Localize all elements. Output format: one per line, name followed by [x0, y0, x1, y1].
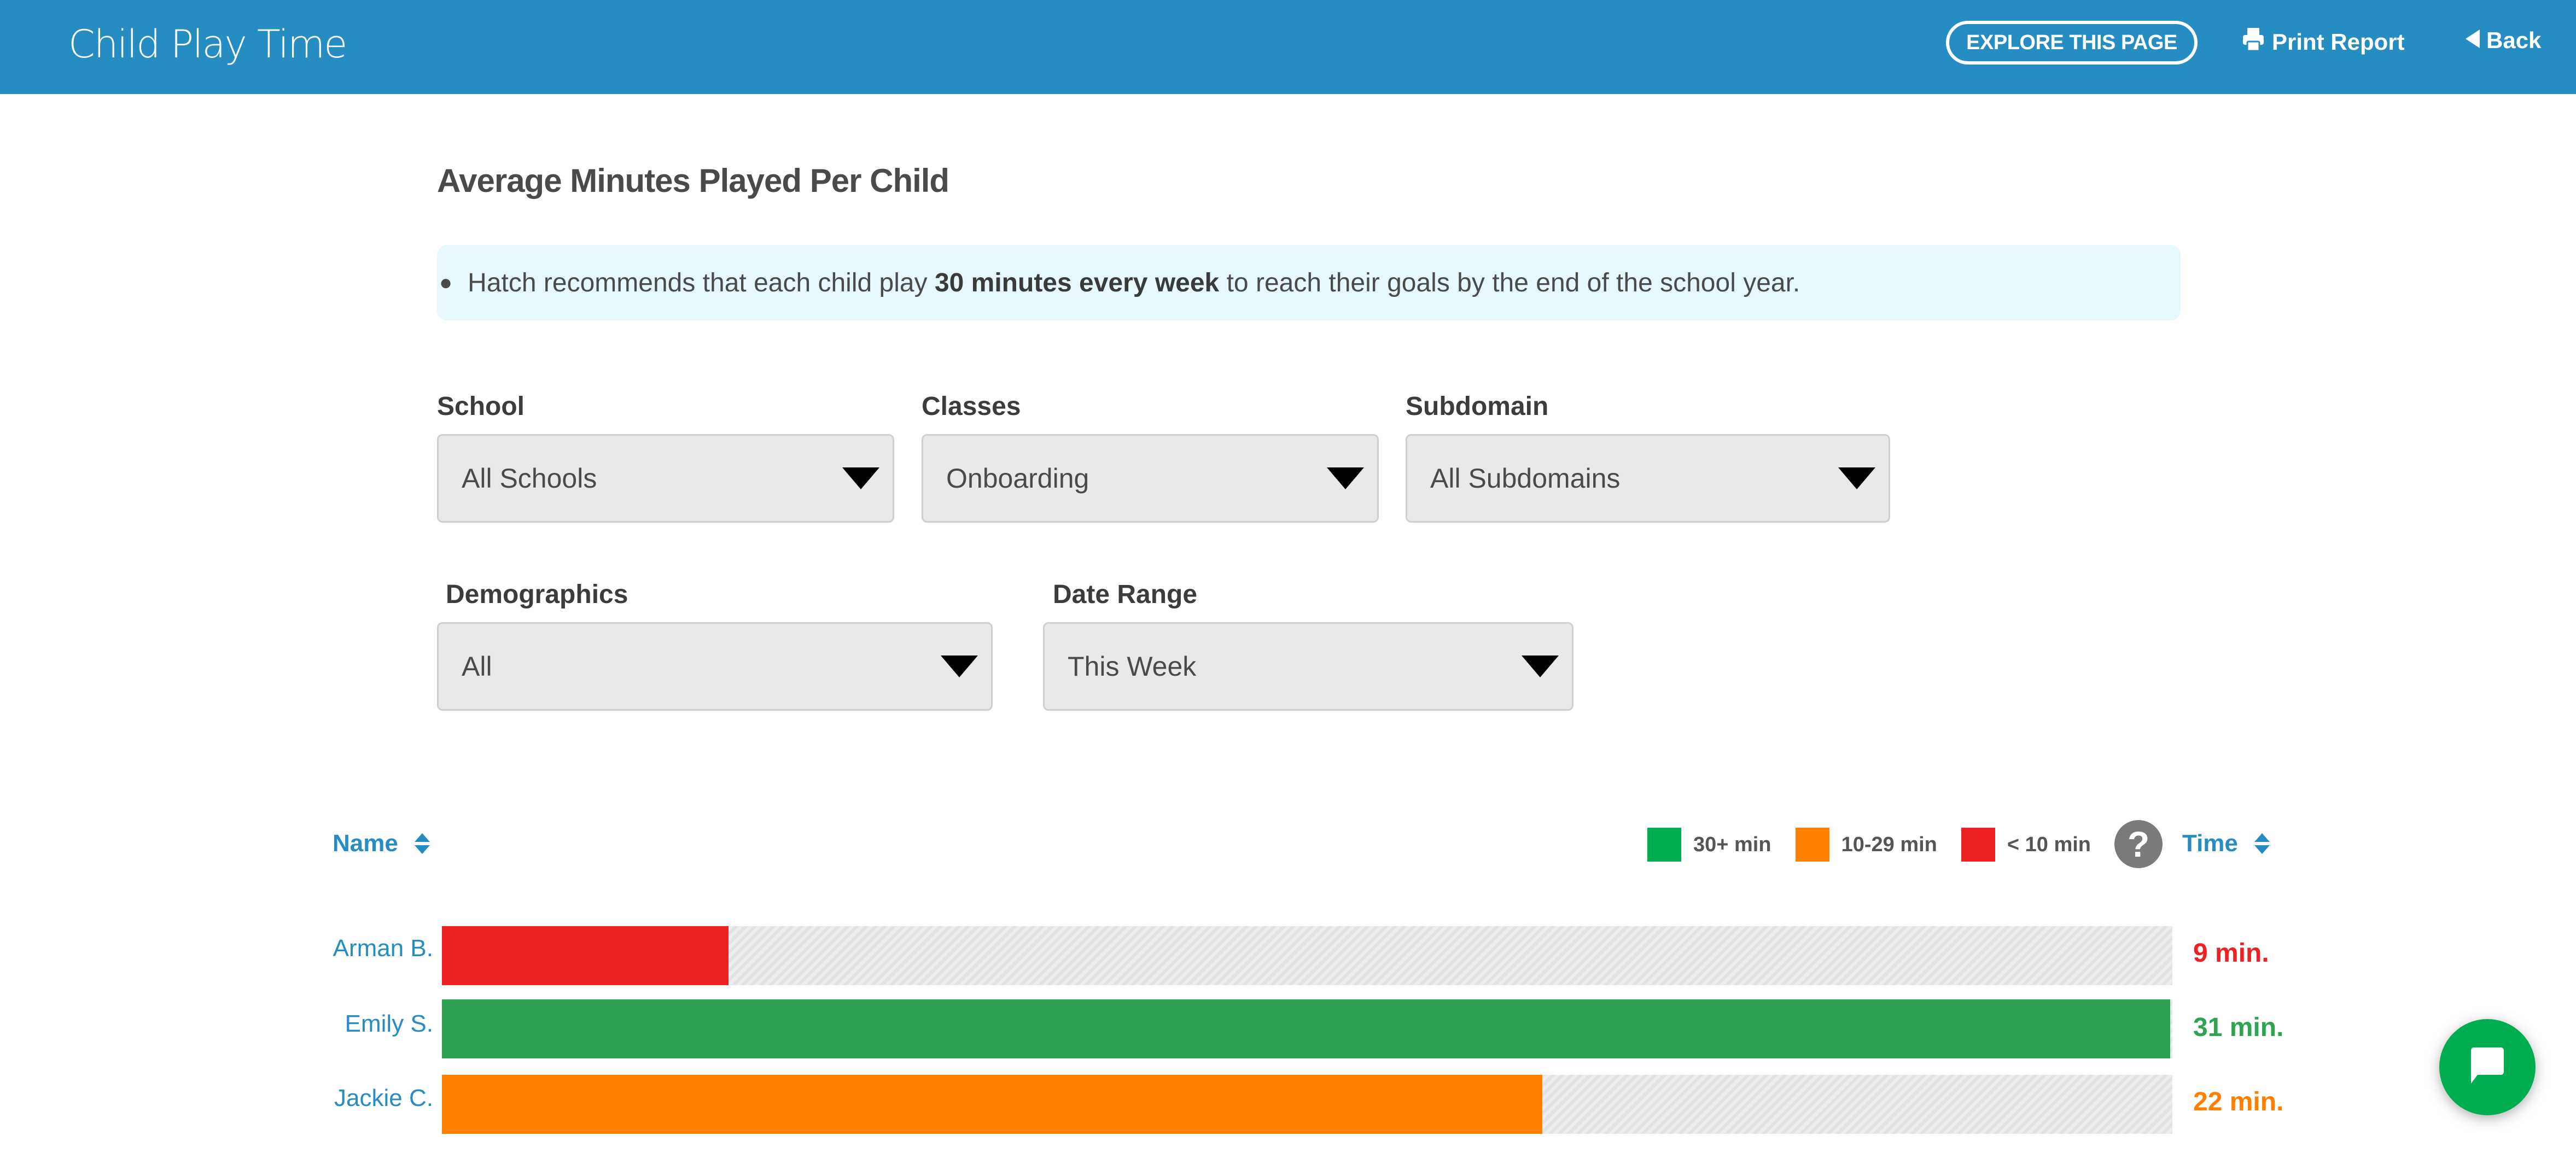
legend-label: 10-29 min	[1841, 833, 1937, 856]
legend: 30+ min 10-29 min < 10 min	[1647, 828, 2115, 862]
page-title: Average Minutes Played Per Child	[437, 162, 949, 199]
subdomain-label: Subdomain	[1406, 392, 1549, 421]
school-label: School	[437, 392, 525, 421]
play-time-bar	[442, 999, 2172, 1058]
top-header: Child Play Time EXPLORE THIS PAGE Print …	[0, 0, 2576, 94]
bar-fill-red	[442, 926, 728, 985]
classes-select[interactable]: Onboarding	[922, 434, 1379, 523]
school-select[interactable]: All Schools	[437, 434, 894, 523]
school-select-value: All Schools	[462, 463, 597, 494]
chevron-down-icon	[1327, 467, 1364, 489]
demographics-select-value: All	[462, 651, 492, 682]
play-time-bar	[442, 926, 2172, 985]
classes-select-value: Onboarding	[946, 463, 1089, 494]
legend-item-30-plus: 30+ min	[1647, 828, 1771, 862]
print-report-label: Print Report	[2272, 29, 2405, 55]
chevron-down-icon	[842, 467, 879, 489]
bar-fill-green	[442, 999, 2170, 1058]
demographics-label: Demographics	[446, 580, 628, 609]
demographics-select[interactable]: All	[437, 622, 993, 711]
legend-item-under-10: < 10 min	[1961, 828, 2091, 862]
child-name-link[interactable]: Emily S.	[345, 1010, 433, 1037]
notice-text: Hatch recommends that each child play 30…	[468, 268, 1800, 297]
minutes-value: 22 min.	[2193, 1087, 2284, 1116]
child-name-link[interactable]: Jackie C.	[334, 1085, 433, 1111]
back-button[interactable]: Back	[2466, 27, 2541, 54]
legend-label: 30+ min	[1693, 833, 1771, 856]
chat-button[interactable]	[2439, 1019, 2536, 1115]
child-name-link[interactable]: Arman B.	[333, 935, 433, 962]
play-time-bar	[442, 1075, 2172, 1134]
date-range-label: Date Range	[1053, 580, 1198, 609]
chevron-down-icon	[1522, 655, 1559, 677]
subdomain-select-value: All Subdomains	[1430, 463, 1621, 494]
bar-fill-orange	[442, 1075, 1542, 1134]
legend-swatch-green	[1647, 828, 1681, 862]
time-header-label: Time	[2182, 830, 2238, 857]
legend-label: < 10 min	[2007, 833, 2091, 856]
date-range-select[interactable]: This Week	[1043, 622, 1573, 711]
back-label: Back	[2486, 27, 2542, 53]
print-report-button[interactable]: Print Report	[2242, 27, 2405, 57]
sort-icon	[2254, 833, 2270, 854]
classes-label: Classes	[922, 392, 1021, 421]
name-header-label: Name	[333, 830, 398, 857]
app-title: Child Play Time	[68, 22, 347, 67]
date-range-select-value: This Week	[1068, 651, 1197, 682]
subdomain-select[interactable]: All Subdomains	[1406, 434, 1890, 523]
sort-icon	[414, 833, 430, 854]
legend-swatch-red	[1961, 828, 1995, 862]
question-icon[interactable]: ?	[2114, 820, 2163, 868]
minutes-value: 9 min.	[2193, 939, 2269, 968]
legend-swatch-orange	[1795, 828, 1829, 862]
chat-bubble-icon	[2466, 1044, 2509, 1091]
chevron-down-icon	[1838, 467, 1875, 489]
bullet-icon: ●	[439, 270, 453, 295]
explore-this-page-button[interactable]: EXPLORE THIS PAGE	[1946, 21, 2198, 65]
name-sort-header[interactable]: Name	[333, 830, 430, 857]
printer-icon	[2242, 27, 2264, 57]
time-sort-header[interactable]: Time	[2182, 830, 2270, 857]
chevron-down-icon	[941, 655, 978, 677]
minutes-value: 31 min.	[2193, 1013, 2284, 1042]
caret-left-icon	[2466, 27, 2480, 54]
legend-item-10-29: 10-29 min	[1795, 828, 1937, 862]
recommendation-notice: ● Hatch recommends that each child play …	[437, 245, 2181, 320]
